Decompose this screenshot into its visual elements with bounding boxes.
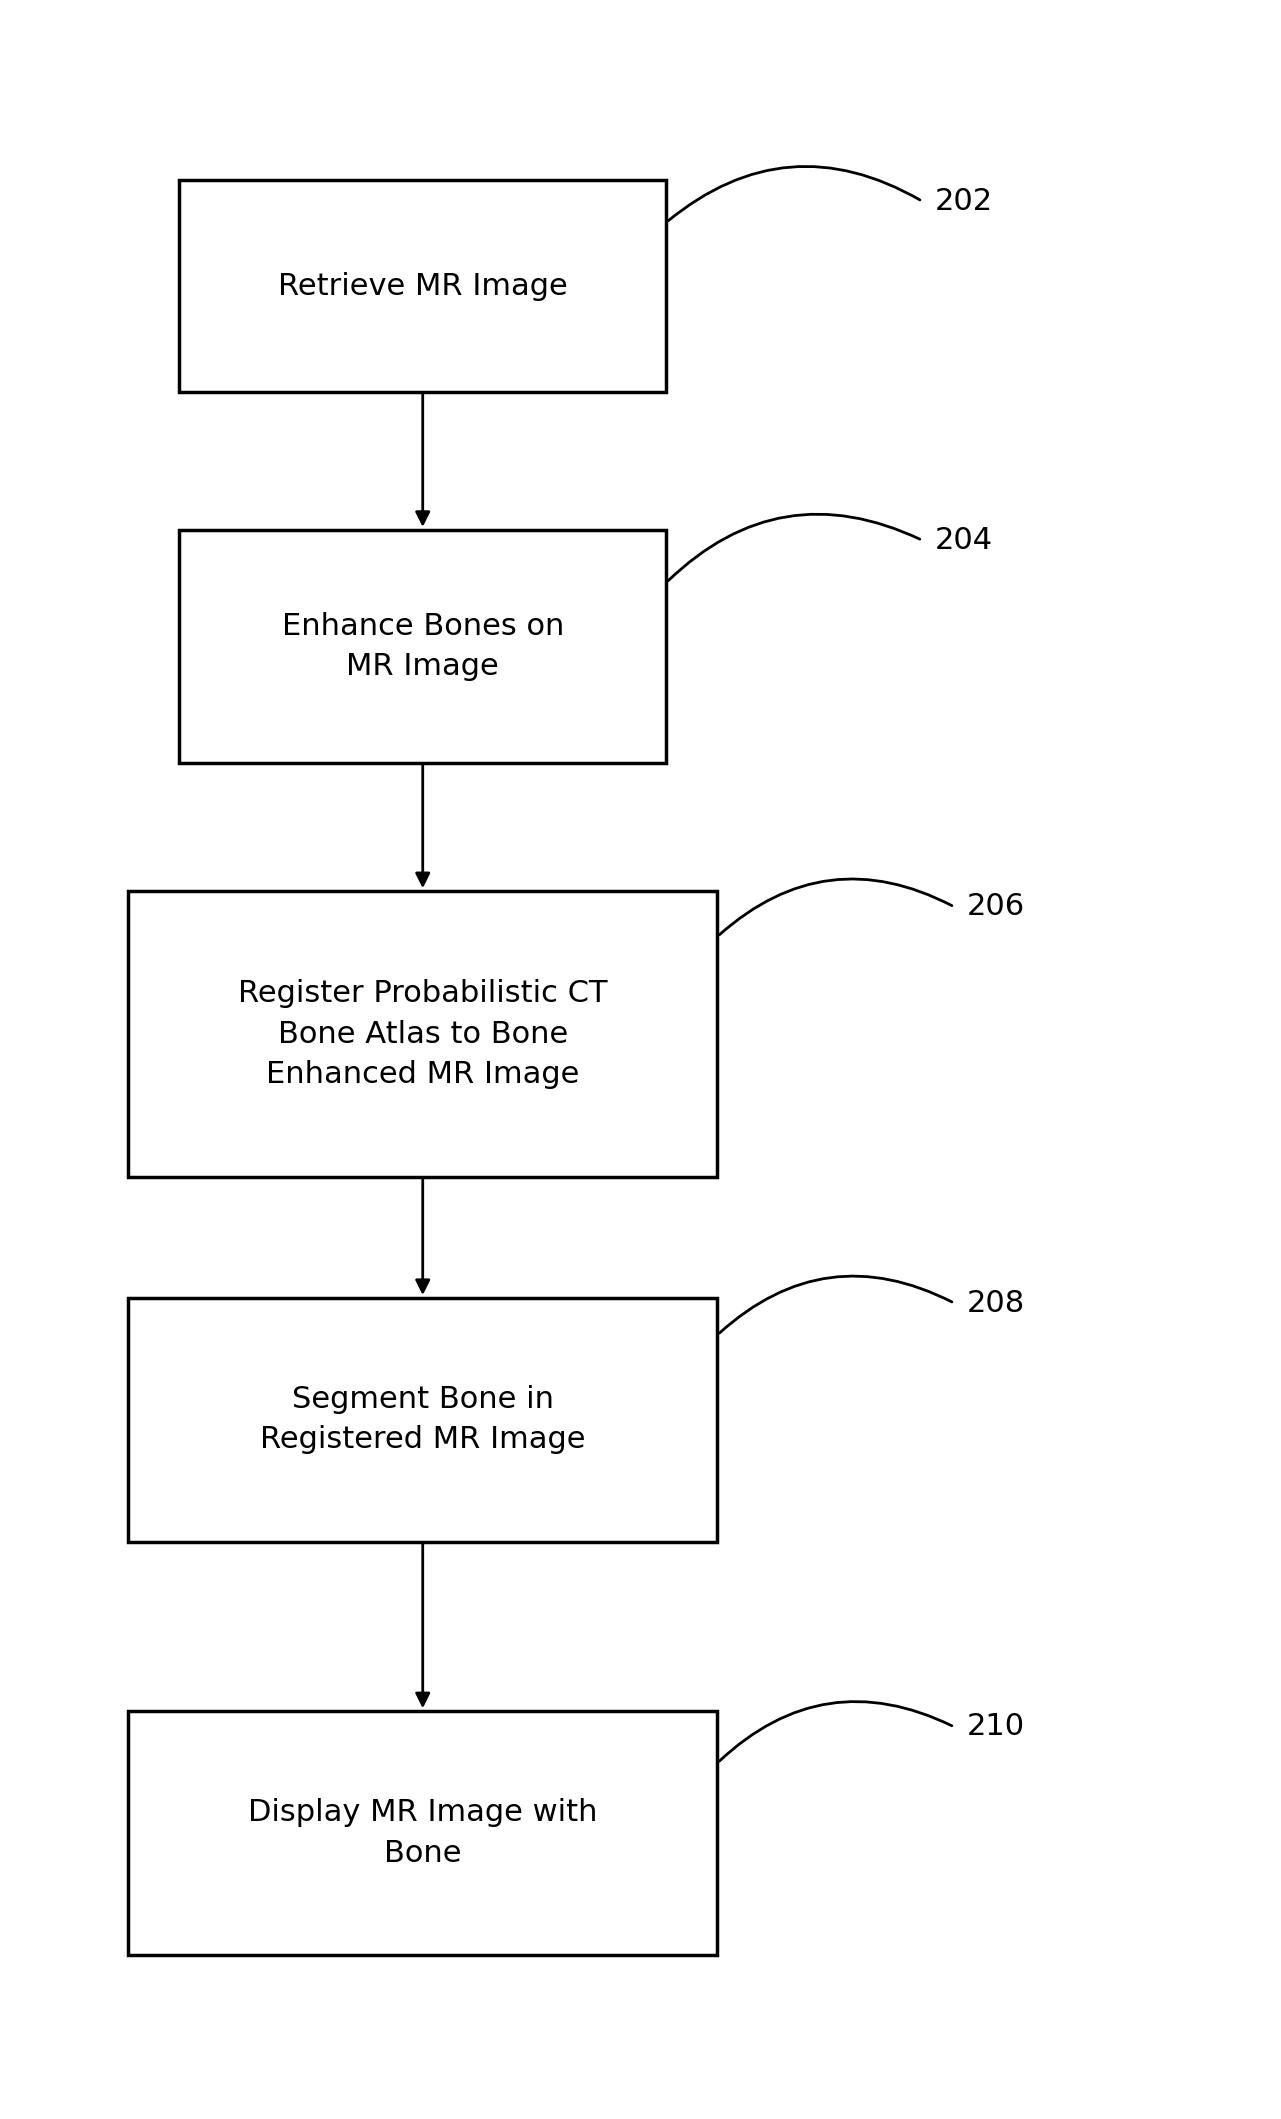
Text: Enhance Bones on
MR Image: Enhance Bones on MR Image — [282, 612, 564, 680]
Text: Segment Bone in
Registered MR Image: Segment Bone in Registered MR Image — [260, 1386, 585, 1454]
Text: Retrieve MR Image: Retrieve MR Image — [278, 271, 567, 301]
FancyBboxPatch shape — [128, 890, 717, 1178]
Text: Register Probabilistic CT
Bone Atlas to Bone
Enhanced MR Image: Register Probabilistic CT Bone Atlas to … — [238, 979, 607, 1089]
Text: 204: 204 — [935, 526, 993, 555]
FancyBboxPatch shape — [179, 530, 666, 763]
Text: Display MR Image with
Bone: Display MR Image with Bone — [249, 1799, 597, 1867]
Text: 208: 208 — [967, 1288, 1025, 1318]
FancyBboxPatch shape — [179, 180, 666, 392]
Text: 206: 206 — [967, 892, 1025, 922]
FancyBboxPatch shape — [128, 1297, 717, 1543]
Text: 202: 202 — [935, 186, 993, 216]
Text: 210: 210 — [967, 1712, 1025, 1742]
FancyBboxPatch shape — [128, 1712, 717, 1954]
